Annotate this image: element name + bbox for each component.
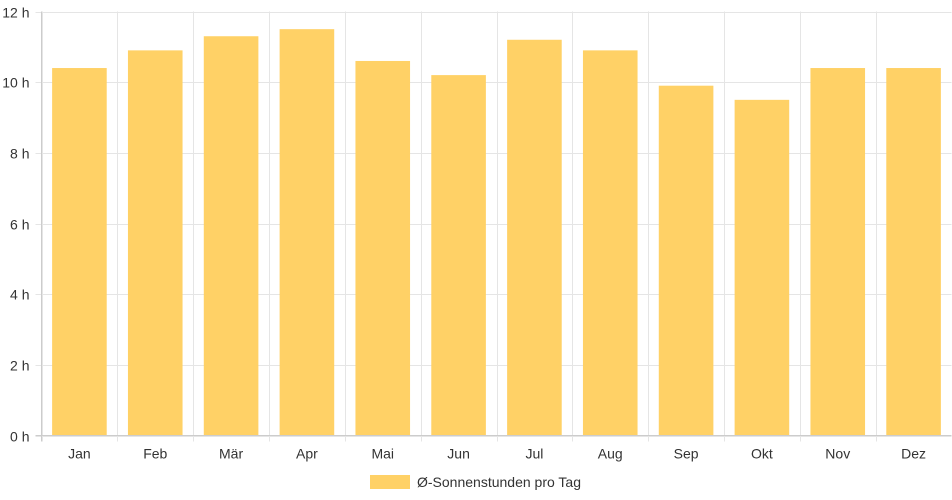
bar-Jul[interactable]: [507, 39, 562, 436]
legend-label: Ø-Sonnenstunden pro Tag: [417, 474, 581, 490]
bar-Apr[interactable]: [279, 29, 335, 436]
x-tick-label: Nov: [825, 446, 850, 462]
legend-swatch: [370, 475, 410, 489]
bar-Okt[interactable]: [734, 99, 790, 436]
x-tick-label: Mai: [371, 446, 394, 462]
bar-Dez[interactable]: [886, 68, 941, 436]
bar-Feb[interactable]: [127, 50, 183, 436]
bars: [52, 29, 941, 436]
y-tick-label: 12 h: [2, 5, 29, 21]
y-tick-label: 2 h: [10, 358, 29, 374]
axes: [35, 11, 952, 442]
x-tick-labels: Jan Feb Mär Apr Mai Jun Jul Aug Sep Okt Nov Dez: [68, 446, 926, 462]
x-tick-label: Jun: [447, 446, 470, 462]
bar-Mai[interactable]: [355, 60, 411, 436]
x-tick-label: Sep: [674, 446, 699, 462]
y-tick-label: 6 h: [10, 217, 29, 233]
x-tick-label: Jul: [525, 446, 543, 462]
bar-Aug[interactable]: [582, 50, 638, 436]
x-tick-label: Feb: [143, 446, 167, 462]
x-tick-label: Apr: [296, 446, 318, 462]
y-tick-label: 0 h: [10, 429, 29, 445]
y-tick-labels: 0 h 2 h 4 h 6 h 8 h 10 h 12 h: [2, 5, 29, 445]
x-tick-label: Mär: [219, 446, 243, 462]
y-tick-label: 4 h: [10, 287, 29, 303]
bar-Jun[interactable]: [431, 75, 486, 436]
legend[interactable]: Ø-Sonnenstunden pro Tag: [370, 474, 581, 490]
x-tick-label: Jan: [68, 446, 91, 462]
bar-Mär[interactable]: [203, 36, 259, 436]
y-tick-label: 10 h: [2, 75, 29, 91]
x-tick-label: Dez: [901, 446, 926, 462]
x-tick-label: Okt: [751, 446, 773, 462]
bar-Sep[interactable]: [658, 85, 714, 436]
bar-Nov[interactable]: [810, 68, 866, 436]
y-tick-label: 8 h: [10, 146, 29, 162]
x-tick-label: Aug: [598, 446, 623, 462]
grid-lines: [35, 11, 952, 442]
bar-Jan[interactable]: [52, 68, 107, 436]
